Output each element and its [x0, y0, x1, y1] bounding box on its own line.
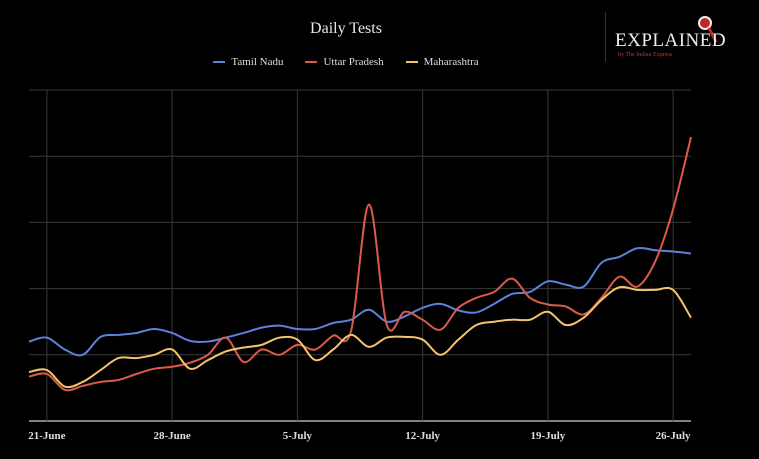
x-tick-label: 26-July: [656, 430, 691, 442]
legend-label: Tamil Nadu: [231, 56, 284, 68]
x-tick-label: 19-July: [530, 430, 565, 442]
legend-label: Maharashtra: [423, 56, 479, 68]
magnifier-icon: [698, 16, 718, 43]
legend-item-maharashtra: Maharashtra: [405, 56, 479, 68]
x-tick-label: 28-June: [153, 430, 190, 442]
logo-text: EXPLAINED: [615, 30, 727, 51]
chart-title: Daily Tests: [310, 20, 382, 37]
legend-swatch: [405, 61, 418, 63]
legend: Tamil Nadu Uttar Pradesh Maharashtra: [0, 56, 692, 68]
x-tick-label: 21-June: [28, 430, 65, 442]
legend-item-uttar-pradesh: Uttar Pradesh: [305, 56, 384, 68]
legend-item-tamil-nadu: Tamil Nadu: [213, 56, 283, 68]
x-tick-label: 5-July: [283, 430, 313, 442]
series-line-tamil-nadu: [28, 246, 692, 357]
legend-swatch: [305, 61, 318, 63]
logo-subtext: by The Indian Express: [618, 52, 673, 58]
series-line-maharashtra: [28, 285, 692, 389]
series-line-uttar-pradesh: [28, 136, 692, 392]
legend-swatch: [213, 61, 226, 63]
legend-label: Uttar Pradesh: [323, 56, 384, 68]
x-tick-label: 12-July: [405, 430, 440, 442]
explained-logo: EXPLAINED by The Indian Express: [605, 12, 756, 62]
